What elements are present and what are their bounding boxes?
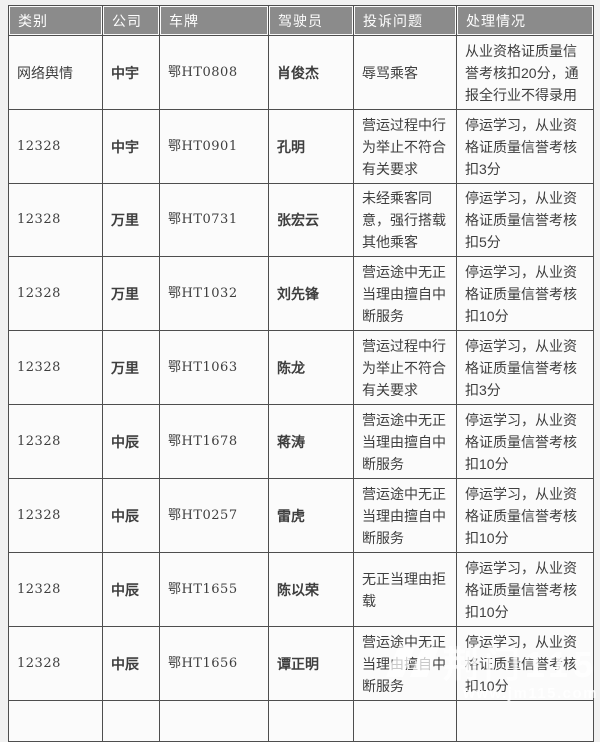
cell-driver: 陈以荣 bbox=[269, 553, 353, 626]
cell-truncated bbox=[269, 701, 353, 741]
cell-category: 12328 bbox=[9, 627, 102, 700]
cell-complaint: 营运途中无正当理由擅自中断服务 bbox=[354, 627, 456, 700]
cell-complaint: 营运过程中行为举止不符合有关要求 bbox=[354, 331, 456, 404]
cell-truncated bbox=[457, 701, 593, 741]
cell-company: 中辰 bbox=[103, 479, 159, 552]
cell-handling: 停运学习，从业资格证质量信誉考核扣10分 bbox=[457, 479, 593, 552]
cell-handling: 停运学习，从业资格证质量信誉考核扣10分 bbox=[457, 405, 593, 478]
cell-category: 网络舆情 bbox=[9, 36, 102, 109]
cell-plate: 鄂HT1032 bbox=[160, 257, 268, 330]
cell-complaint: 营运途中无正当理由擅自中断服务 bbox=[354, 479, 456, 552]
cell-driver: 雷虎 bbox=[269, 479, 353, 552]
cell-complaint: 营运途中无正当理由擅自中断服务 bbox=[354, 257, 456, 330]
cell-handling: 从业资格证质量信誉考核扣20分，通报全行业不得录用 bbox=[457, 36, 593, 109]
cell-complaint: 未经乘客同意，强行搭载其他乘客 bbox=[354, 184, 456, 256]
header-cell-plate: 车牌 bbox=[160, 6, 268, 35]
cell-company: 万里 bbox=[103, 257, 159, 330]
cell-plate: 鄂HT0901 bbox=[160, 110, 268, 183]
cell-company: 万里 bbox=[103, 331, 159, 404]
cell-complaint: 无正当理由拒载 bbox=[354, 553, 456, 626]
cell-plate: 鄂HT0808 bbox=[160, 36, 268, 109]
cell-company: 中辰 bbox=[103, 553, 159, 626]
cell-truncated bbox=[103, 701, 159, 741]
cell-plate: 鄂HT0257 bbox=[160, 479, 268, 552]
header-cell-handling: 处理情况 bbox=[457, 6, 593, 35]
cell-handling: 停运学习，从业资格证质量信誉考核扣3分 bbox=[457, 331, 593, 404]
cell-category: 12328 bbox=[9, 553, 102, 626]
cell-plate: 鄂HT1655 bbox=[160, 553, 268, 626]
cell-driver: 谭正明 bbox=[269, 627, 353, 700]
header-cell-company: 公司 bbox=[103, 6, 159, 35]
cell-handling: 停运学习，从业资格证质量信誉考核扣10分 bbox=[457, 627, 593, 700]
cell-truncated bbox=[354, 701, 456, 741]
cell-driver: 陈龙 bbox=[269, 331, 353, 404]
header-cell-category: 类别 bbox=[9, 6, 102, 35]
complaints-table: 类别 公司 车牌 驾驶员 投诉问题 处理情况网络舆情 中宇 鄂HT0808 肖俊杰 辱骂乘客 从业资… bbox=[8, 5, 594, 742]
cell-plate: 鄂HT1656 bbox=[160, 627, 268, 700]
cell-handling: 停运学习，从业资格证质量信誉考核扣10分 bbox=[457, 553, 593, 626]
cell-plate: 鄂HT0731 bbox=[160, 184, 268, 256]
cell-complaint: 营运过程中行为举止不符合有关要求 bbox=[354, 110, 456, 183]
cell-category: 12328 bbox=[9, 184, 102, 256]
header-cell-complaint: 投诉问题 bbox=[354, 6, 456, 35]
cell-driver: 肖俊杰 bbox=[269, 36, 353, 109]
cell-plate: 鄂HT1678 bbox=[160, 405, 268, 478]
cell-handling: 停运学习，从业资格证质量信誉考核扣10分 bbox=[457, 257, 593, 330]
cell-plate: 鄂HT1063 bbox=[160, 331, 268, 404]
cell-category: 12328 bbox=[9, 479, 102, 552]
cell-category: 12328 bbox=[9, 331, 102, 404]
cell-truncated bbox=[160, 701, 268, 741]
cell-company: 万里 bbox=[103, 184, 159, 256]
cell-driver: 蒋涛 bbox=[269, 405, 353, 478]
header-cell-driver: 驾驶员 bbox=[269, 6, 353, 35]
cell-company: 中辰 bbox=[103, 405, 159, 478]
cell-category: 12328 bbox=[9, 405, 102, 478]
cell-complaint: 营运途中无正当理由擅自中断服务 bbox=[354, 405, 456, 478]
cell-category: 12328 bbox=[9, 110, 102, 183]
cell-truncated bbox=[9, 701, 102, 741]
cell-company: 中宇 bbox=[103, 36, 159, 109]
cell-category: 12328 bbox=[9, 257, 102, 330]
cell-company: 中辰 bbox=[103, 627, 159, 700]
cell-handling: 停运学习，从业资格证质量信誉考核扣5分 bbox=[457, 184, 593, 256]
cell-handling: 停运学习，从业资格证质量信誉考核扣3分 bbox=[457, 110, 593, 183]
cell-driver: 孔明 bbox=[269, 110, 353, 183]
cell-complaint: 辱骂乘客 bbox=[354, 36, 456, 109]
cell-driver: 张宏云 bbox=[269, 184, 353, 256]
cell-company: 中宇 bbox=[103, 110, 159, 183]
cell-driver: 刘先锋 bbox=[269, 257, 353, 330]
